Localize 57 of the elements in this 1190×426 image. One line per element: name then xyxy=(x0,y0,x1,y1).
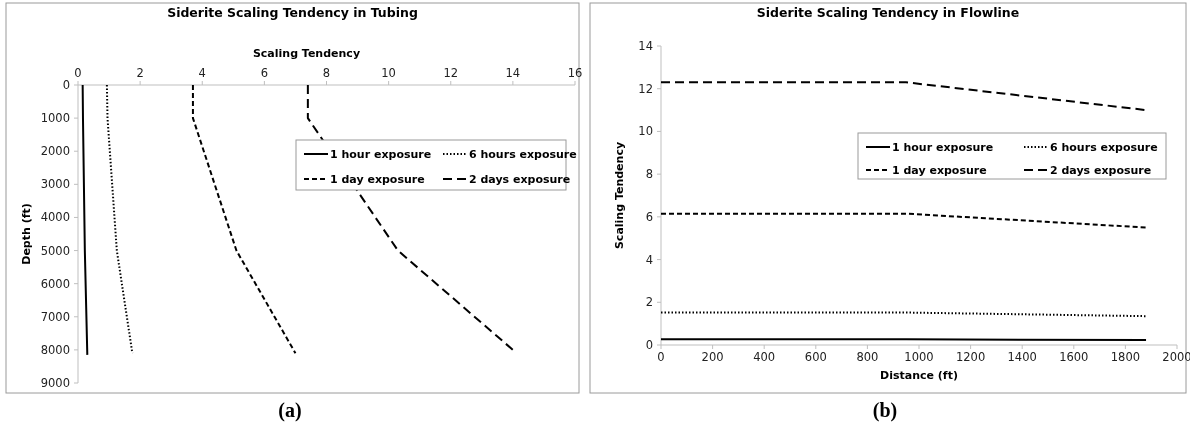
x-tick-label: 10 xyxy=(381,66,396,80)
y-tick-label: 4000 xyxy=(40,210,70,225)
y-axis-title: Scaling Tendency xyxy=(613,141,626,250)
text: (b) xyxy=(872,399,898,422)
legend-label: 6 hours exposure xyxy=(469,148,577,161)
x-axis-title: Scaling Tendency xyxy=(252,47,361,60)
x-tick-label: 2000 xyxy=(1162,350,1190,364)
legend-label: 1 hour exposure xyxy=(892,141,994,154)
legend-label: 6 hours exposure xyxy=(1050,141,1158,154)
x-tick-label: 14 xyxy=(505,66,521,80)
legend-label: 2 days exposure xyxy=(1050,164,1152,177)
x-tick-label: 8 xyxy=(322,66,331,80)
chart-title: Siderite Scaling Tendency in Flowline xyxy=(756,5,1020,20)
x-tick-label: 600 xyxy=(804,350,827,364)
y-tick-label: 0 xyxy=(62,78,70,92)
legend-label: 2 days exposure xyxy=(469,173,571,186)
y-tick-label: 14 xyxy=(638,39,653,53)
x-tick-label: 0 xyxy=(657,350,665,364)
line-series xyxy=(81,84,89,356)
y-tick-label: 10 xyxy=(638,124,653,139)
y-tick-label: 3000 xyxy=(40,177,70,192)
y-tick-label: 2000 xyxy=(40,144,70,159)
line-series xyxy=(306,84,514,351)
x-tick-label: 16 xyxy=(567,66,583,80)
legend-label: 1 hour exposure xyxy=(330,148,432,161)
x-tick-label: 1400 xyxy=(1007,350,1037,364)
x-axis-title: Distance (ft) xyxy=(880,369,958,382)
y-tick-label: 6 xyxy=(645,209,653,224)
x-tick-label: 400 xyxy=(753,350,776,364)
x-tick-label: 1600 xyxy=(1059,350,1089,364)
line-series xyxy=(191,84,297,355)
y-tick-label: 4 xyxy=(645,252,653,267)
x-tick-label: 0 xyxy=(74,66,82,80)
x-tick-label: 4 xyxy=(198,66,206,80)
chart-title: Siderite Scaling Tendency in Tubing xyxy=(167,5,418,20)
x-tick-label: 2 xyxy=(136,66,144,80)
text: (a) xyxy=(278,399,302,422)
y-tick-label: 7000 xyxy=(40,309,70,324)
y-tick-label: 12 xyxy=(638,81,653,96)
y-tick-label: 5000 xyxy=(40,243,70,258)
x-tick-label: 12 xyxy=(443,66,459,80)
y-tick-label: 9000 xyxy=(40,376,70,390)
x-tick-label: 1000 xyxy=(904,350,934,364)
y-axis-title: Depth (ft) xyxy=(20,203,33,265)
x-tick-label: 6 xyxy=(260,66,269,80)
x-tick-label: 200 xyxy=(701,350,724,364)
legend-label: 1 day exposure xyxy=(892,164,987,177)
y-tick-label: 2 xyxy=(645,295,653,310)
y-tick-label: 8000 xyxy=(40,342,70,357)
y-tick-label: 1000 xyxy=(40,111,70,126)
x-tick-label: 800 xyxy=(856,350,879,364)
y-tick-label: 8 xyxy=(645,167,653,182)
y-tick-label: 0 xyxy=(645,338,653,352)
y-tick-label: 6000 xyxy=(40,276,70,291)
x-tick-label: 1800 xyxy=(1110,350,1141,364)
x-tick-label: 1200 xyxy=(955,350,986,364)
legend-label: 1 day exposure xyxy=(330,173,425,186)
